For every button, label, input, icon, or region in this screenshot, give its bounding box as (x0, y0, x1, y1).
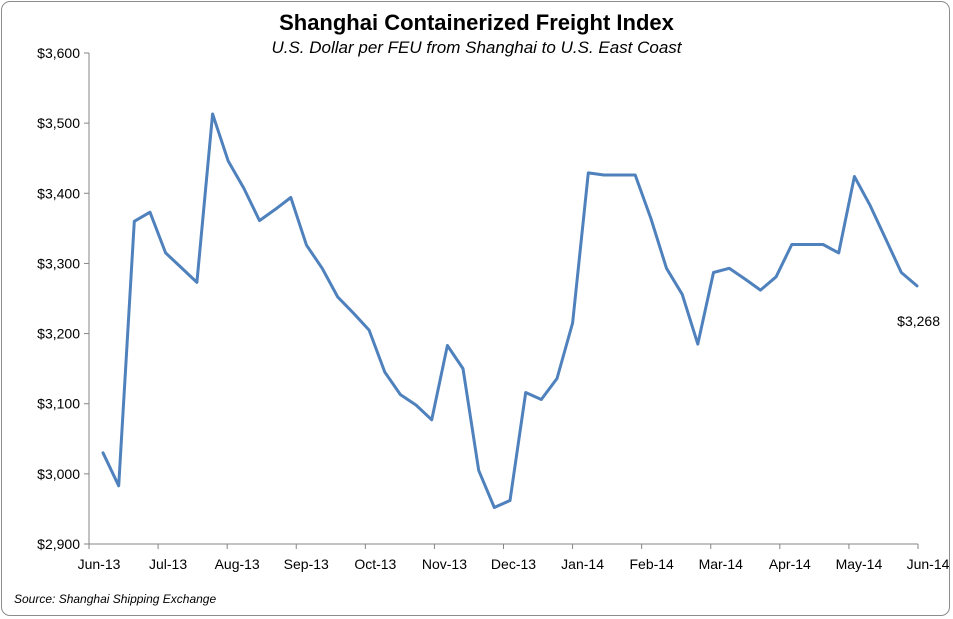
y-tick-label: $3,400 (37, 185, 80, 201)
chart-title: Shanghai Containerized Freight Index (279, 10, 674, 35)
y-tick-label: $3,500 (37, 115, 80, 131)
x-tick-label: Sep-13 (284, 556, 329, 572)
x-tick-label: Aug-13 (215, 556, 260, 572)
y-tick-label: $3,100 (37, 396, 80, 412)
y-tick-label: $3,600 (37, 45, 80, 61)
x-tick-label: Dec-13 (491, 556, 536, 572)
x-tick-label: Apr-14 (769, 556, 811, 572)
y-tick-label: $3,200 (37, 326, 80, 342)
x-tick-label: Mar-14 (699, 556, 744, 572)
x-axis-ticks: Jun-13 Jul-13 Aug-13 Sep-13 Oct-13 Nov-13 Dec-… (78, 544, 950, 572)
end-value-label: $3,268 (897, 313, 940, 329)
x-tick-label: Feb-14 (629, 556, 674, 572)
y-tick-label: $3,000 (37, 466, 80, 482)
y-tick-label: $2,900 (37, 536, 80, 552)
chart-subtitle: U.S. Dollar per FEU from Shanghai to U.S… (271, 38, 682, 57)
y-axis-ticks: $2,900 $3,000 $3,100 $3,200 $3,300 $3,400 $3,5… (37, 45, 89, 552)
x-tick-label: May-14 (836, 556, 883, 572)
x-tick-label: Jul-13 (149, 556, 187, 572)
y-tick-label: $3,300 (37, 255, 80, 271)
x-tick-label: Oct-13 (354, 556, 396, 572)
axes (88, 53, 918, 545)
series-line (101, 112, 919, 509)
x-tick-label: Jun-13 (78, 556, 121, 572)
chart-source-note: Source: Shanghai Shipping Exchange (14, 592, 217, 606)
x-tick-label: Nov-13 (422, 556, 467, 572)
plot-area: $3,268 (101, 112, 940, 509)
x-tick-label: Jun-14 (907, 556, 950, 572)
x-tick-label: Jan-14 (561, 556, 604, 572)
